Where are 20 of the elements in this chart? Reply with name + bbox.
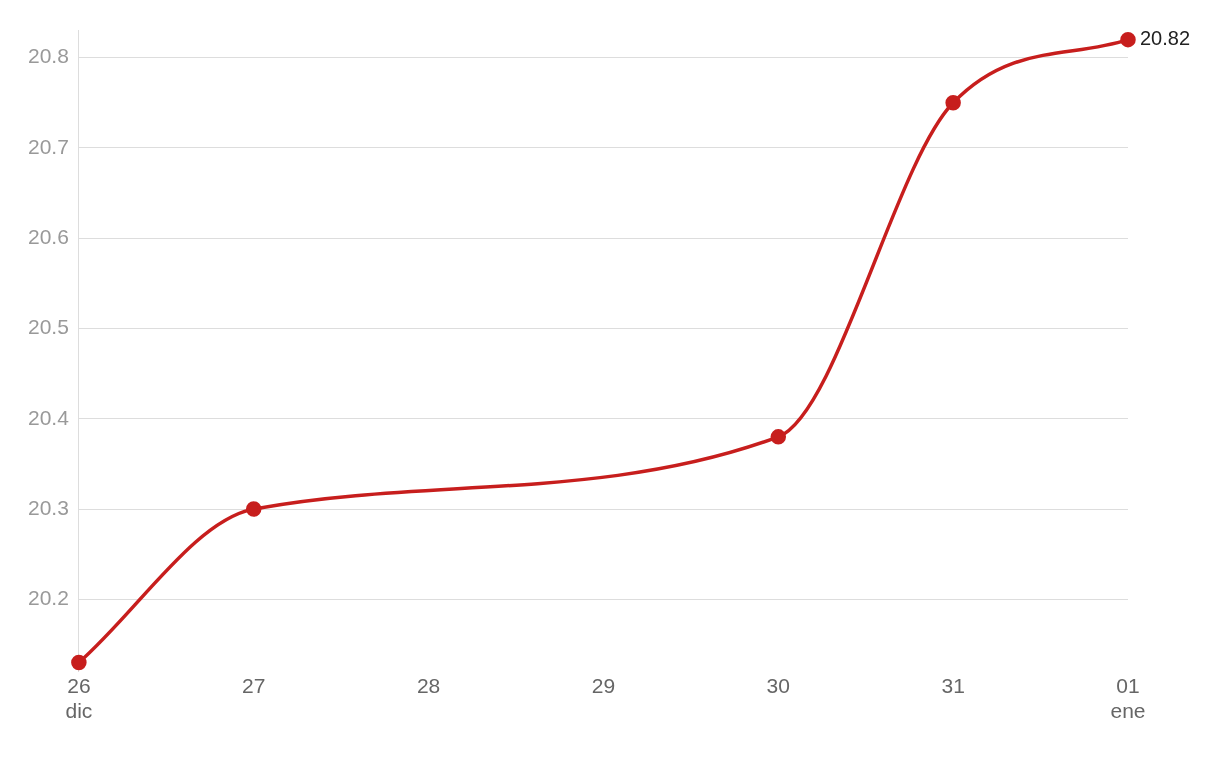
point — [770, 429, 787, 445]
point — [945, 95, 961, 111]
x-tick-label: 26 dic — [65, 674, 93, 723]
y-tick-label: 20.8 — [28, 44, 69, 68]
x-tick-label: 27 — [242, 674, 266, 697]
x-tick-label: 30 — [766, 674, 790, 697]
y-tick-label: 20.6 — [28, 225, 69, 249]
y-tick-label: 20.5 — [28, 315, 69, 339]
y-tick-label: 20.3 — [28, 495, 69, 519]
data-label: 20.82 — [1140, 27, 1191, 50]
y-tick-label: 20.7 — [28, 134, 69, 158]
x-tick-label: 28 — [416, 674, 441, 697]
point — [1120, 31, 1136, 48]
point — [245, 501, 262, 517]
x-tick-label: 31 — [941, 674, 965, 697]
x-tick-label: 29 — [591, 674, 616, 697]
point — [71, 654, 87, 671]
x-tick-label: 01 ene — [1110, 674, 1146, 723]
y-tick-label: 20.2 — [28, 586, 69, 610]
y-tick-label: 20.4 — [28, 405, 70, 429]
